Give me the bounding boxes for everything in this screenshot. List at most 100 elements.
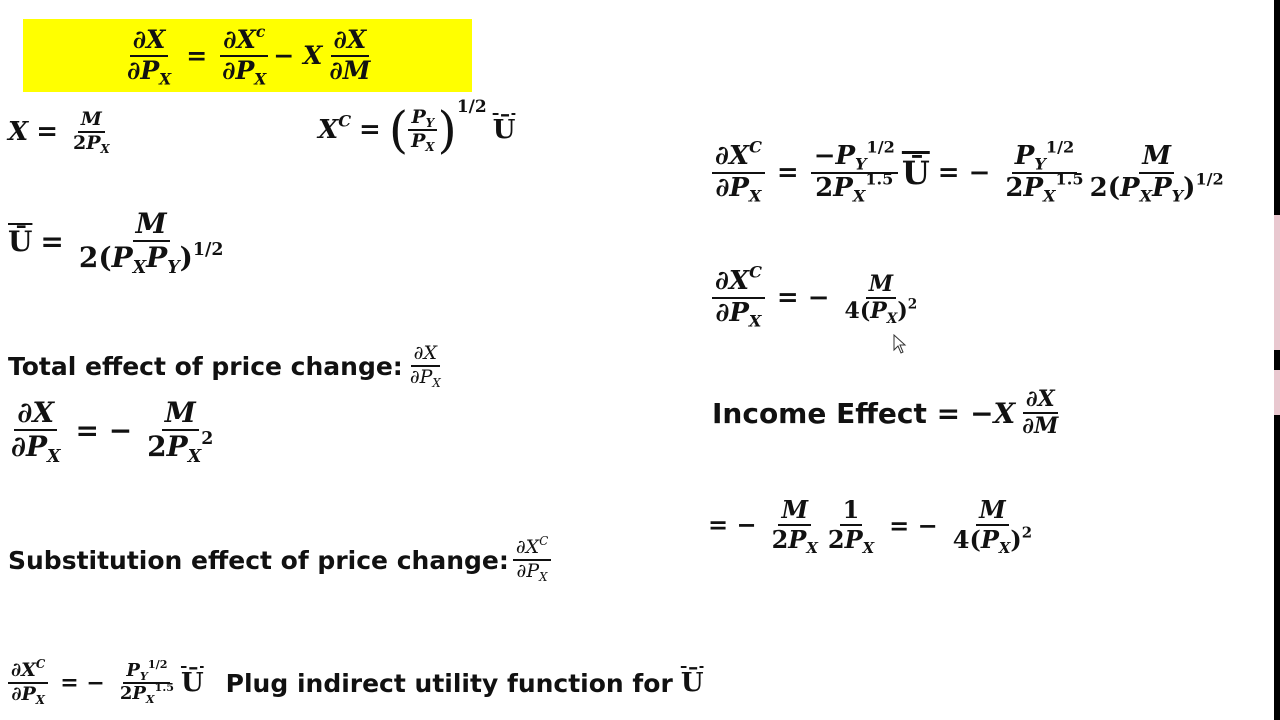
numerator: ∂X [410,342,440,367]
numerator: PY1/2 [1011,139,1078,174]
fraction: PY PX [408,106,438,155]
math-term: = − [937,158,991,188]
fraction: ∂X ∂PX [407,342,444,391]
math-term: −X [970,396,1016,430]
denominator: ∂PX [11,430,61,468]
denominator: ∂PX [11,683,45,708]
denominator: ∂PX [127,55,172,88]
numerator: M [132,207,170,242]
fraction: PY1/2 2PX1.5 [1002,139,1086,206]
numerator: ∂XC [8,658,49,684]
denominator: 2(PXPY)1/2 [1089,169,1224,206]
video-edge-strip [1274,0,1280,720]
numerator: 1 [839,496,863,526]
substitution-effect-equation: ∂XC ∂PX = − PY1/2 2PX1.5 Ū Plug indirect u… [4,648,704,718]
fraction: ∂XC ∂PX [712,264,765,331]
income-effect-heading: Income Effect = −X ∂X ∂M [712,380,1065,446]
denominator: ∂PX [222,55,267,88]
numerator: ∂XC [712,264,765,299]
video-fragment [1274,370,1280,415]
mouse-cursor-icon [893,334,907,354]
denominator: ∂M [1022,413,1059,439]
math-term: = [776,158,799,188]
denominator: 2PX2 [147,428,214,468]
math-term: Ū [180,668,204,698]
fraction: −PY1/2 2PX1.5 [810,139,898,206]
denominator: ∂PX [516,560,548,585]
numerator: M [865,271,897,299]
numerator: PY1/2 [123,659,171,684]
fraction: M 2(PXPY)1/2 [76,207,227,279]
income-effect-equation: = − M 2PX 1 2PX = − M 4(PX)2 [708,488,1039,562]
fraction: ∂XC ∂PX [712,139,765,206]
math-term: Plug indirect utility function for [225,668,673,698]
math-term: Ū [8,224,33,258]
numerator: ∂X [129,25,169,57]
math-term: = − [889,510,938,540]
numerator: M [778,496,812,526]
math-term: XC [318,111,352,145]
fraction: ∂X ∂PX [8,396,64,468]
denominator: 2PX [72,132,110,157]
numerator: M [976,496,1009,526]
math-term: = [40,224,64,258]
fraction: ∂X ∂M [1019,386,1061,440]
compensated-derivative-result: ∂XC ∂PX = − M 4(PX)2 [708,258,924,338]
math-term: Ū [492,115,516,145]
math-term: Ū [901,154,930,192]
math-term: = [359,115,381,145]
denominator: 2PX1.5 [119,681,174,706]
numerator: ∂X [1022,386,1058,414]
math-term: = − [708,511,757,539]
video-fragment [1274,215,1280,350]
numerator: −PY1/2 [810,139,898,174]
denominator: ∂PX [409,366,441,391]
denominator: ∂PX [715,298,762,331]
math-term: 1/2 [456,97,487,117]
fraction: M 2(PXPY)1/2 [1087,141,1227,206]
fraction: ∂Xc ∂PX [219,24,269,88]
fraction: ∂XC ∂PX [512,535,552,585]
denominator: ∂M [329,55,371,85]
substitution-effect-heading: Substitution effect of price change: ∂XC… [8,528,555,592]
compensated-demand-equation: XC = ( PY PX ) 1/2 Ū [318,95,515,165]
fraction: ∂XC ∂PX [8,658,49,708]
fraction: 1 2PX [825,496,877,558]
total-effect-equation: ∂X ∂PX = − M 2PX2 [4,390,220,470]
numerator: ∂Xc [220,24,269,57]
demand-equation: X = M 2PX [8,102,117,162]
fraction: ∂X ∂M [326,25,373,86]
math-term: Ū [680,668,704,698]
numerator: ∂XC [512,535,552,561]
math-term: = − [75,413,133,447]
numerator: PY [408,106,438,131]
fraction: M 2PX [769,496,821,555]
numerator: M [1139,141,1175,174]
math-term: Total effect of price change: [8,351,403,381]
numerator: M [77,108,105,133]
fraction: M 2PX [70,108,113,157]
fraction: M 4(PX)2 [842,271,921,326]
denominator: PX [411,130,435,155]
total-effect-heading: Total effect of price change: ∂X ∂PX [8,336,448,396]
math-term: ( [388,101,409,159]
fraction: PY1/2 2PX1.5 [117,659,177,706]
math-term: ) [437,101,457,159]
math-term: − X [273,41,323,70]
math-term: = [186,41,208,70]
numerator: M [161,396,199,431]
indirect-utility-equation: Ū = M 2(PXPY)1/2 [8,200,230,282]
math-term: = − [60,670,105,696]
denominator: ∂PX [715,173,762,206]
compensated-derivative-equation: ∂XC ∂PX = −PY1/2 2PX1.5 Ū = − PY1/2 2PX1.5 … [708,128,1231,218]
numerator: ∂XC [712,139,765,174]
math-term: Income Effect = [712,396,961,430]
denominator: 2(PXPY)1/2 [78,239,224,279]
math-term: = [36,117,58,147]
denominator: 2PX1.5 [815,169,894,206]
fraction: M 4(PX)2 [950,496,1035,555]
denominator: 2PX [827,525,875,558]
denominator: 2PX1.5 [1005,169,1084,206]
math-term: X [8,117,29,147]
numerator: ∂X [330,25,370,57]
